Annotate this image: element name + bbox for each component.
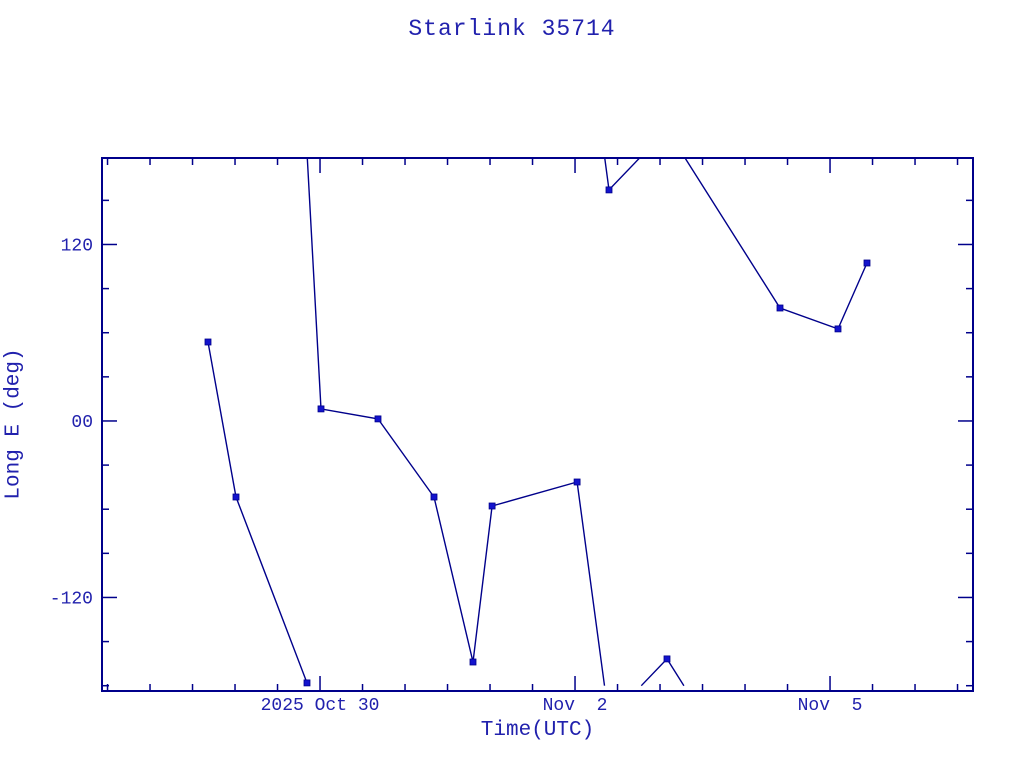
data-point-marker [834, 325, 842, 333]
data-point-marker [573, 478, 581, 486]
data-point-marker [663, 655, 671, 663]
series-line [306, 158, 606, 686]
data-point-marker [317, 405, 325, 413]
data-point-marker [605, 186, 613, 194]
data-point-marker [374, 415, 382, 423]
data-point-marker [469, 658, 477, 666]
data-point-marker [776, 304, 784, 312]
y-tick-label: 00 [71, 413, 93, 433]
data-point-marker [430, 493, 438, 501]
series-line [604, 158, 641, 192]
x-tick-label: Nov 2 [543, 696, 608, 716]
data-point-marker [863, 259, 871, 267]
data-point-marker [232, 493, 240, 501]
series-line [684, 158, 868, 330]
x-tick-label: Nov 5 [798, 696, 863, 716]
x-tick-label: 2025 Oct 30 [261, 696, 380, 716]
y-tick-label: 120 [61, 236, 93, 256]
series-starlink-35714 [204, 158, 871, 687]
series-line [640, 657, 685, 687]
data-point-marker [204, 338, 212, 346]
chart-title: Starlink 35714 [408, 16, 616, 42]
plot-frame [101, 157, 974, 692]
series-line [207, 341, 308, 686]
y-axis-title-text: Long E (deg) [2, 348, 26, 500]
data-point-marker [488, 502, 496, 510]
y-tick-label: -120 [50, 589, 93, 609]
x-axis-title: Time(UTC) [480, 719, 595, 742]
data-point-marker [303, 679, 311, 687]
